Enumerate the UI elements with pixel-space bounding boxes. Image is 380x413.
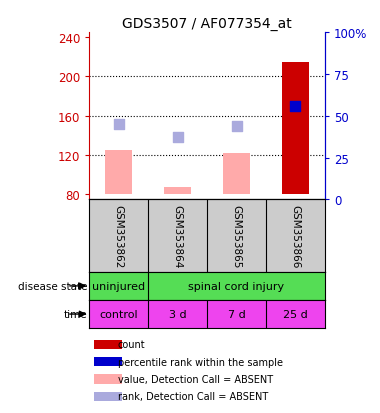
- Text: count: count: [117, 339, 145, 349]
- Text: GSM353866: GSM353866: [290, 204, 301, 268]
- Text: 3 d: 3 d: [169, 309, 187, 319]
- FancyBboxPatch shape: [94, 340, 122, 349]
- Text: time: time: [64, 309, 87, 319]
- Bar: [282, 62, 309, 195]
- Text: GSM353862: GSM353862: [114, 204, 124, 268]
- Text: 25 d: 25 d: [283, 309, 308, 319]
- Point: [233, 123, 239, 130]
- FancyBboxPatch shape: [94, 392, 122, 401]
- Text: 7 d: 7 d: [228, 309, 245, 319]
- Text: value, Detection Call = ABSENT: value, Detection Call = ABSENT: [117, 374, 273, 384]
- Title: GDS3507 / AF077354_at: GDS3507 / AF077354_at: [122, 17, 292, 31]
- Text: disease state: disease state: [18, 281, 87, 291]
- Point: [116, 121, 122, 128]
- Text: rank, Detection Call = ABSENT: rank, Detection Call = ABSENT: [117, 392, 268, 401]
- Bar: [106, 151, 132, 195]
- Text: percentile rank within the sample: percentile rank within the sample: [117, 357, 283, 367]
- FancyBboxPatch shape: [94, 357, 122, 366]
- Point: [293, 103, 299, 110]
- Text: GSM353865: GSM353865: [231, 204, 242, 268]
- Bar: [165, 187, 191, 195]
- Point: [174, 135, 180, 141]
- FancyBboxPatch shape: [94, 374, 122, 384]
- Text: spinal cord injury: spinal cord injury: [188, 281, 285, 291]
- Text: control: control: [100, 309, 138, 319]
- Text: uninjured: uninjured: [92, 281, 145, 291]
- Bar: [223, 154, 250, 195]
- Text: GSM353864: GSM353864: [173, 204, 183, 268]
